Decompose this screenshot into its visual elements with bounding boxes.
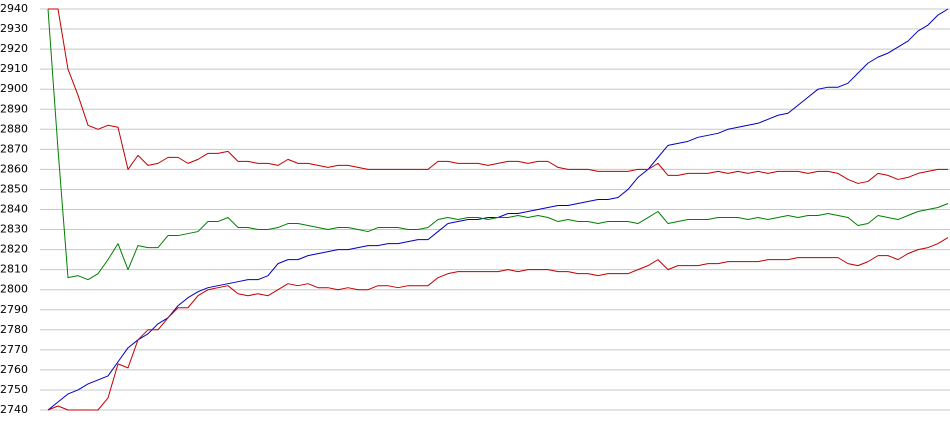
- y-tick-label: 2900: [0, 82, 28, 95]
- y-tick-label: 2800: [0, 283, 28, 296]
- y-tick-label: 2870: [0, 142, 28, 155]
- y-tick-label: 2880: [0, 122, 28, 135]
- y-tick-label: 2840: [0, 203, 28, 216]
- y-tick-label: 2740: [0, 403, 28, 416]
- y-tick-label: 2860: [0, 162, 28, 175]
- line-series: [48, 8, 948, 184]
- line-series: [47, 8, 949, 281]
- y-tick-label: 2850: [0, 182, 28, 195]
- y-tick-label: 2780: [0, 323, 28, 336]
- y-tick-label: 2750: [0, 383, 28, 396]
- y-tick-label: 2890: [0, 102, 28, 115]
- y-tick-label: 2940: [0, 2, 28, 15]
- y-tick-label: 2810: [0, 263, 28, 276]
- line-series: [47, 237, 949, 411]
- y-tick-label: 2820: [0, 243, 28, 256]
- y-tick-label: 2930: [0, 22, 28, 35]
- y-tick-label: 2830: [0, 223, 28, 236]
- y-tick-label: 2760: [0, 363, 28, 376]
- y-tick-label: 2790: [0, 303, 28, 316]
- y-tick-label: 2920: [0, 42, 28, 55]
- y-tick-label: 2910: [0, 62, 28, 75]
- y-tick-label: 2770: [0, 343, 28, 356]
